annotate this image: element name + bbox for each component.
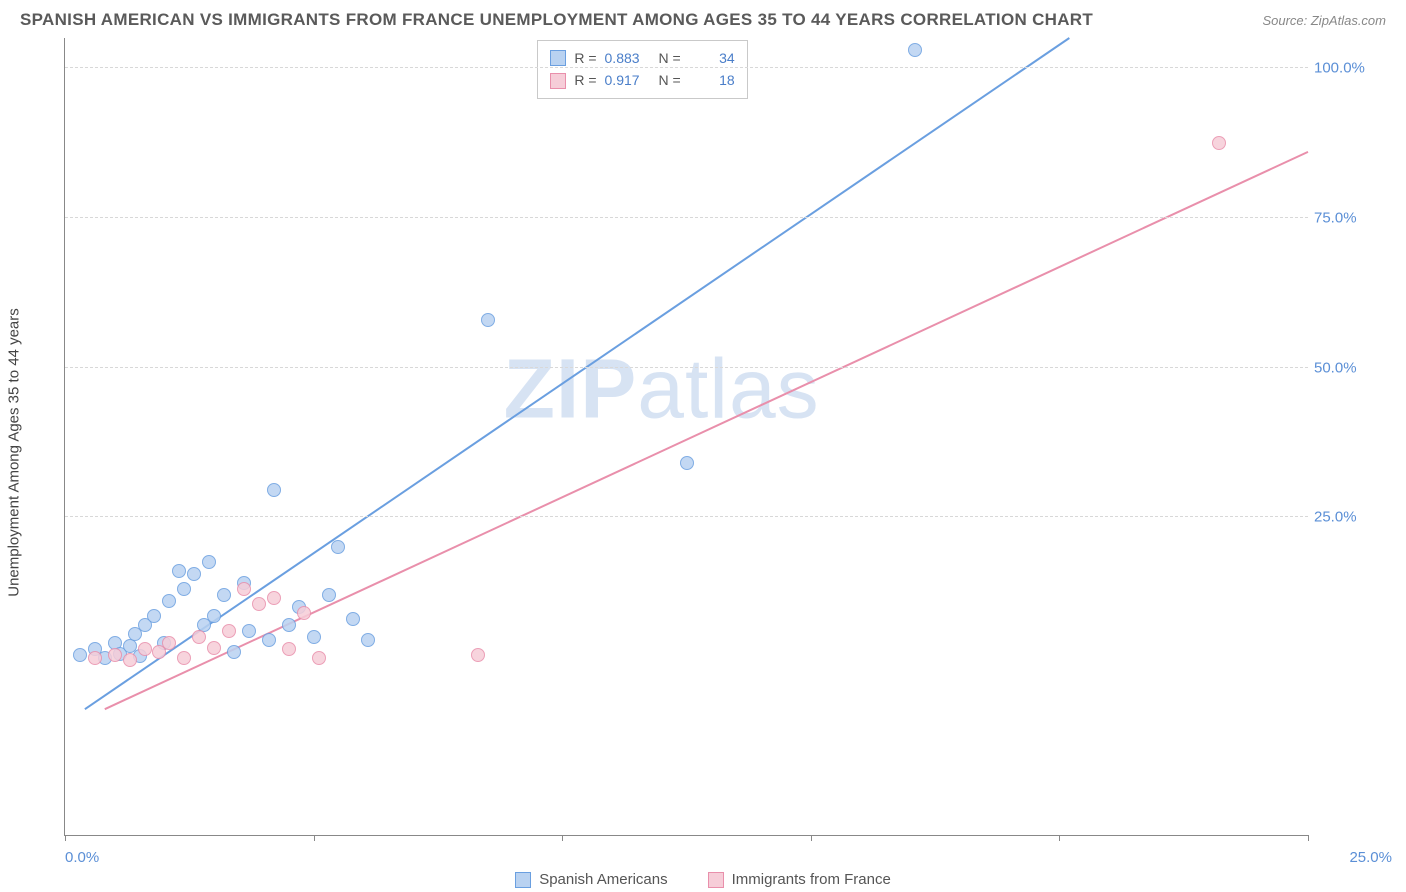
x-tick	[1308, 835, 1309, 841]
scatter-point	[202, 555, 216, 569]
scatter-point	[361, 633, 375, 647]
scatter-point	[147, 609, 161, 623]
gridline-h	[65, 67, 1308, 68]
scatter-point	[123, 653, 137, 667]
legend-swatch-icon	[708, 872, 724, 888]
series-legend: Spanish Americans Immigrants from France	[0, 871, 1406, 888]
scatter-point	[207, 609, 221, 623]
x-tick	[811, 835, 812, 841]
scatter-point	[138, 642, 152, 656]
scatter-point	[162, 636, 176, 650]
source-name: ZipAtlas.com	[1311, 13, 1386, 28]
chart-area: Unemployment Among Ages 35 to 44 years Z…	[42, 38, 1392, 850]
chart-header: SPANISH AMERICAN VS IMMIGRANTS FROM FRAN…	[0, 0, 1406, 36]
scatter-point	[177, 651, 191, 665]
scatter-point	[680, 456, 694, 470]
scatter-point	[481, 313, 495, 327]
scatter-point	[172, 564, 186, 578]
x-tick	[562, 835, 563, 841]
scatter-point	[322, 588, 336, 602]
y-tick-label: 50.0%	[1314, 359, 1386, 376]
scatter-point	[282, 642, 296, 656]
x-tick-label-max: 25.0%	[1349, 849, 1392, 866]
scatter-point	[312, 651, 326, 665]
chart-title: SPANISH AMERICAN VS IMMIGRANTS FROM FRAN…	[20, 10, 1093, 30]
legend-item: Spanish Americans	[515, 871, 667, 888]
stat-n-label: N =	[659, 69, 681, 91]
scatter-point	[88, 651, 102, 665]
legend-label: Immigrants from France	[732, 871, 891, 888]
scatter-point	[252, 597, 266, 611]
y-axis-label: Unemployment Among Ages 35 to 44 years	[6, 308, 23, 597]
gridline-h	[65, 217, 1308, 218]
scatter-point	[1212, 136, 1226, 150]
scatter-point	[222, 624, 236, 638]
chart-source: Source: ZipAtlas.com	[1262, 13, 1386, 28]
y-tick-label: 25.0%	[1314, 509, 1386, 526]
trend-lines	[65, 38, 1308, 835]
x-tick	[65, 835, 66, 841]
stat-n-value: 18	[689, 69, 735, 91]
scatter-point	[207, 641, 221, 655]
scatter-point	[217, 588, 231, 602]
scatter-point	[908, 43, 922, 57]
legend-label: Spanish Americans	[539, 871, 667, 888]
scatter-point	[162, 594, 176, 608]
legend-swatch-icon	[515, 872, 531, 888]
series-swatch-icon	[550, 50, 566, 66]
x-tick-label-min: 0.0%	[65, 849, 99, 866]
legend-item: Immigrants from France	[708, 871, 891, 888]
x-tick	[1059, 835, 1060, 841]
x-tick	[314, 835, 315, 841]
stat-row: R = 0.917 N = 18	[550, 69, 734, 91]
source-prefix: Source:	[1262, 13, 1310, 28]
scatter-point	[282, 618, 296, 632]
scatter-point	[73, 648, 87, 662]
series-swatch-icon	[550, 73, 566, 89]
scatter-point	[307, 630, 321, 644]
scatter-point	[108, 648, 122, 662]
correlation-stats-box: R =0.883N =34R =0.917N =18	[537, 40, 747, 99]
trend-line	[85, 38, 1069, 709]
gridline-h	[65, 367, 1308, 368]
scatter-point	[192, 630, 206, 644]
scatter-point	[267, 591, 281, 605]
scatter-point	[237, 582, 251, 596]
scatter-point	[262, 633, 276, 647]
scatter-point	[331, 540, 345, 554]
scatter-point	[297, 606, 311, 620]
plot-region: ZIPatlas R =0.883N =34R =0.917N =18 25.0…	[64, 38, 1308, 836]
gridline-h	[65, 516, 1308, 517]
scatter-point	[227, 645, 241, 659]
y-tick-label: 100.0%	[1314, 59, 1386, 76]
scatter-point	[267, 483, 281, 497]
scatter-point	[242, 624, 256, 638]
stat-r-label: R =	[574, 69, 596, 91]
scatter-point	[177, 582, 191, 596]
y-tick-label: 75.0%	[1314, 209, 1386, 226]
scatter-point	[346, 612, 360, 626]
stat-r-value: 0.917	[605, 69, 651, 91]
scatter-point	[471, 648, 485, 662]
scatter-point	[187, 567, 201, 581]
